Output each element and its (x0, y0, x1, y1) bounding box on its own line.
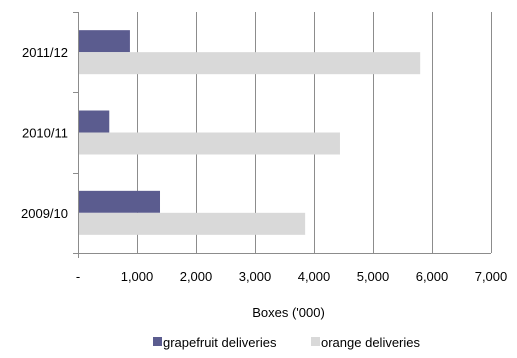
y-tick-labels: 2009/10 2010/11 2011/12 (21, 45, 68, 221)
x-axis-title: Boxes ('000) (252, 305, 325, 320)
x-tick-label: 4,000 (298, 269, 331, 284)
legend-label-orange-deliveries: orange deliveries (321, 335, 421, 350)
x-tick-label: 2,000 (180, 269, 213, 284)
bar-grapefruit-deliveries-2010-11 (79, 111, 109, 133)
x-tick-label: 6,000 (416, 269, 449, 284)
bar-grapefruit-deliveries-2011-12 (79, 30, 130, 52)
x-tick-label: 1,000 (121, 269, 154, 284)
bar-orange-deliveries-2011-12 (79, 52, 420, 74)
y-tick-label: 2011/12 (22, 45, 68, 60)
y-tick-label: 2010/11 (22, 126, 68, 141)
legend-label-grapefruit-deliveries: grapefruit deliveries (163, 335, 277, 350)
x-tick-label: 3,000 (239, 269, 272, 284)
bar-orange-deliveries-2010-11 (79, 133, 340, 155)
bars-layer (79, 30, 420, 235)
x-tick-labels: - 1,000 2,000 3,000 4,000 5,000 6,000 7,000 (76, 269, 507, 284)
legend-swatch-grapefruit-deliveries (153, 337, 162, 346)
legend: grapefruit deliveries orange deliveries (153, 335, 421, 350)
y-tick-label: 2009/10 (21, 206, 68, 221)
bar-orange-deliveries-2009-10 (79, 213, 305, 235)
legend-swatch-orange-deliveries (311, 337, 320, 346)
x-tick-label: - (76, 269, 80, 284)
bar-grapefruit-deliveries-2009-10 (79, 191, 160, 213)
x-tick-label: 7,000 (475, 269, 508, 284)
x-tick-label: 5,000 (357, 269, 390, 284)
